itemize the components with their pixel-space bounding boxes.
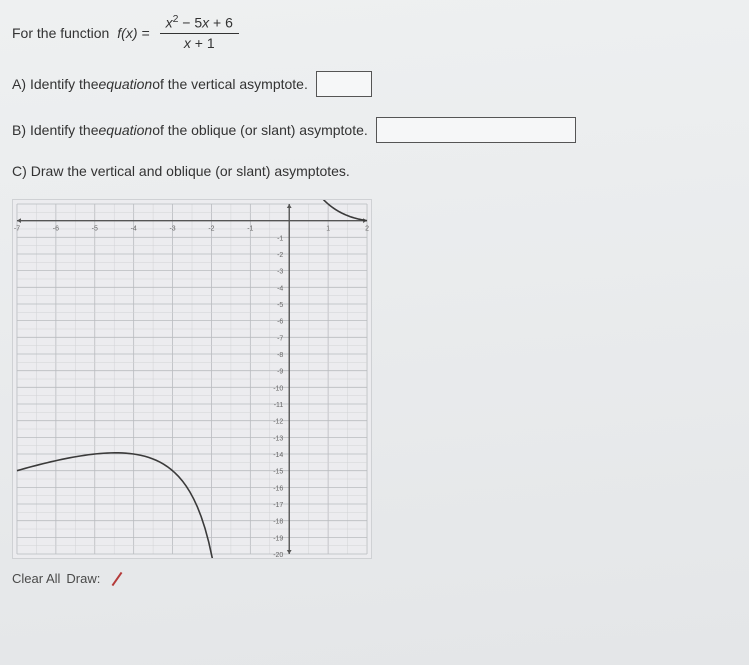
draw-label: Draw: xyxy=(66,571,100,586)
lead-text: For the function xyxy=(12,25,109,41)
svg-text:2: 2 xyxy=(365,226,369,233)
graph-toolbar: Clear All Draw: xyxy=(12,567,737,589)
part-C: C) Draw the vertical and oblique (or sla… xyxy=(12,163,737,179)
graph-canvas[interactable]: -7-6-5-4-3-2-112-1-2-3-4-5-6-7-8-9-10-11… xyxy=(12,199,372,559)
svg-text:-10: -10 xyxy=(273,386,283,393)
svg-text:-20: -20 xyxy=(273,552,283,559)
svg-text:-6: -6 xyxy=(277,319,283,326)
svg-text:-15: -15 xyxy=(273,469,283,476)
svg-text:-8: -8 xyxy=(277,352,283,359)
part-A-text-after: of the vertical asymptote. xyxy=(152,76,308,92)
svg-text:-2: -2 xyxy=(208,226,214,233)
svg-text:-3: -3 xyxy=(169,226,175,233)
svg-text:-19: -19 xyxy=(273,536,283,543)
part-A-label: A) xyxy=(12,76,26,92)
svg-text:-9: -9 xyxy=(277,369,283,376)
numerator: x2 − 5x + 6 xyxy=(160,14,239,34)
denominator: x + 1 xyxy=(178,34,221,51)
svg-text:-17: -17 xyxy=(273,502,283,509)
part-B: B) Identify the equation of the oblique … xyxy=(12,117,737,143)
graph-container: -7-6-5-4-3-2-112-1-2-3-4-5-6-7-8-9-10-11… xyxy=(12,199,737,589)
part-B-text-before: Identify the xyxy=(30,122,99,138)
line-tool-icon[interactable] xyxy=(106,567,128,589)
svg-text:-1: -1 xyxy=(247,226,253,233)
svg-text:-14: -14 xyxy=(273,452,283,459)
part-C-text: Draw the vertical and oblique (or slant)… xyxy=(31,163,350,179)
svg-text:-4: -4 xyxy=(131,226,137,233)
answer-box-A[interactable] xyxy=(316,71,372,97)
part-B-label: B) xyxy=(12,122,26,138)
part-B-emph: equation xyxy=(99,122,153,138)
part-C-label: C) xyxy=(12,163,27,179)
svg-text:-5: -5 xyxy=(277,302,283,309)
svg-text:-18: -18 xyxy=(273,519,283,526)
svg-text:-7: -7 xyxy=(14,226,20,233)
svg-text:-5: -5 xyxy=(92,226,98,233)
part-B-text-after: of the oblique (or slant) asymptote. xyxy=(152,122,368,138)
answer-box-B[interactable] xyxy=(376,117,576,143)
part-A: A) Identify the equation of the vertical… xyxy=(12,71,737,97)
svg-text:-13: -13 xyxy=(273,436,283,443)
svg-text:-7: -7 xyxy=(277,336,283,343)
svg-text:-16: -16 xyxy=(273,486,283,493)
svg-text:-11: -11 xyxy=(274,402,284,409)
svg-text:1: 1 xyxy=(326,226,330,233)
part-A-emph: equation xyxy=(99,76,153,92)
clear-all-button[interactable]: Clear All xyxy=(12,571,60,586)
svg-text:-4: -4 xyxy=(277,286,283,293)
svg-text:-12: -12 xyxy=(273,419,283,426)
function-definition: For the function f(x) = x2 − 5x + 6 x + … xyxy=(12,14,737,51)
svg-text:-2: -2 xyxy=(277,252,283,259)
func-head: f(x) = xyxy=(117,25,149,41)
fraction: x2 − 5x + 6 x + 1 xyxy=(160,14,239,51)
svg-text:-3: -3 xyxy=(277,269,283,276)
svg-text:-6: -6 xyxy=(53,226,59,233)
svg-text:-1: -1 xyxy=(277,236,283,243)
part-A-text-before: Identify the xyxy=(30,76,99,92)
